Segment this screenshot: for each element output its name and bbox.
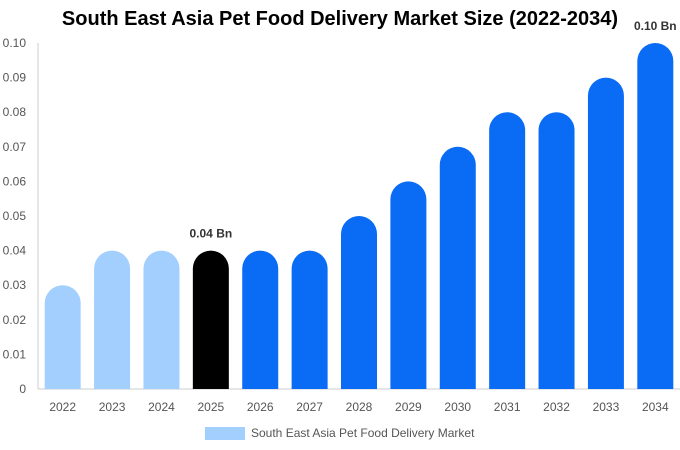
legend-label: South East Asia Pet Food Delivery Market: [251, 426, 475, 440]
y-tick-label: 0.07: [3, 140, 27, 154]
y-tick-label: 0: [19, 382, 26, 396]
y-tick-label: 0.06: [3, 174, 27, 188]
bar-2025: [192, 250, 229, 389]
legend-swatch: [205, 427, 245, 440]
bar-2031: [489, 112, 526, 389]
data-label-2025: 0.04 Bn: [190, 227, 233, 241]
x-tick-label: 2028: [346, 400, 373, 414]
bar-2034: [637, 43, 674, 389]
y-tick-label: 0.01: [3, 347, 27, 361]
y-tick-label: 0.03: [3, 278, 27, 292]
bar-2032: [538, 112, 575, 389]
y-tick-label: 0.05: [3, 209, 27, 223]
bar-2033: [587, 77, 624, 389]
x-tick-label: 2031: [494, 400, 521, 414]
bar-2029: [390, 181, 427, 389]
x-tick-label: 2032: [543, 400, 570, 414]
x-tick-label: 2026: [247, 400, 274, 414]
y-tick-label: 0.08: [3, 105, 27, 119]
bar-2027: [291, 250, 328, 389]
bar-2024: [143, 250, 180, 389]
x-tick-label: 2024: [148, 400, 175, 414]
bar-2023: [94, 250, 131, 389]
x-tick-label: 2027: [296, 400, 323, 414]
y-tick-label: 0.10: [3, 36, 27, 50]
x-tick-label: 2022: [49, 400, 76, 414]
data-label-2034: 0.10 Bn: [634, 19, 677, 33]
x-tick-label: 2025: [197, 400, 224, 414]
chart-title: South East Asia Pet Food Delivery Market…: [61, 8, 619, 30]
bar-2026: [242, 250, 279, 389]
y-tick-label: 0.02: [3, 313, 27, 327]
y-tick-label: 0.04: [3, 244, 27, 258]
bar-2028: [341, 216, 377, 389]
y-tick-label: 0.09: [3, 71, 27, 85]
bar-2022: [44, 285, 81, 389]
x-tick-label: 2033: [593, 400, 620, 414]
x-tick-label: 2029: [395, 400, 422, 414]
x-tick-label: 2030: [444, 400, 471, 414]
bar-2030: [439, 146, 476, 389]
x-tick-label: 2023: [99, 400, 126, 414]
x-tick-label: 2034: [642, 400, 669, 414]
